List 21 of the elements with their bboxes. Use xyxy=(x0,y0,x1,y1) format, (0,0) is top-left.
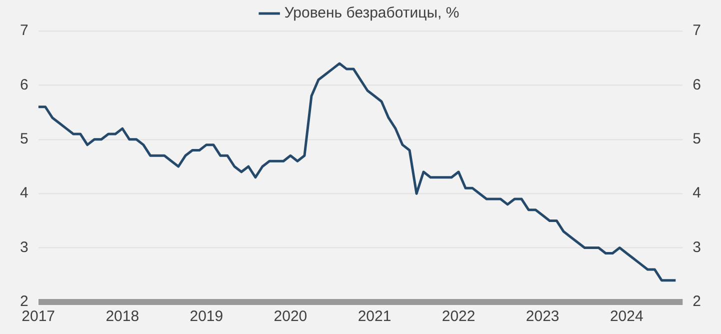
y-tick-label: 2 xyxy=(20,293,28,310)
x-tick-label: 2023 xyxy=(526,308,560,326)
y-tick-label: 4 xyxy=(20,184,28,202)
x-tick-label: 2024 xyxy=(610,308,644,326)
x-tick-label: 2019 xyxy=(190,308,224,326)
y-tick-label: 3 xyxy=(20,238,28,256)
x-tick-label: 2022 xyxy=(442,308,476,326)
y2-tick-label: 7 xyxy=(692,22,701,40)
x-tick-label: 2017 xyxy=(22,308,56,326)
y-tick-label: 6 xyxy=(20,76,28,94)
x-tick-label: 2018 xyxy=(106,308,140,326)
y2-tick-label: 6 xyxy=(692,76,701,94)
x-tick-label: 2021 xyxy=(358,308,392,326)
y-tick-label: 5 xyxy=(20,130,28,148)
x-tick-label: 2020 xyxy=(274,308,308,326)
y2-tick-label: 2 xyxy=(692,293,701,310)
y2-tick-label: 4 xyxy=(692,184,701,202)
y2-tick-label: 5 xyxy=(692,130,701,148)
y2-tick-label: 3 xyxy=(692,238,701,256)
y-tick-label: 7 xyxy=(20,22,28,40)
legend-label: Уровень безработицы, % xyxy=(284,4,460,22)
